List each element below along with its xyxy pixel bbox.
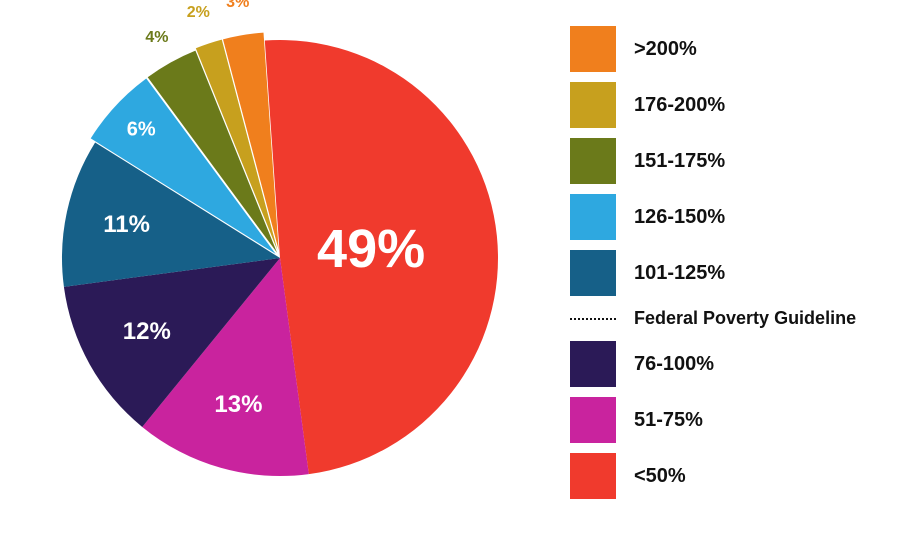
legend: >200% 176-200% 151-175% 126-150% 101-125% Fed… [570, 26, 856, 509]
pie-chart: 49%13%12%11%6%4%2%3% [22, 0, 538, 516]
legend-label: 101-125% [634, 262, 725, 285]
legend-swatch [570, 194, 616, 240]
legend-item: 151-175% [570, 138, 856, 184]
legend-swatch [570, 250, 616, 296]
legend-item: <50% [570, 453, 856, 499]
legend-swatch [570, 138, 616, 184]
legend-divider-line [570, 318, 616, 320]
legend-item: 76-100% [570, 341, 856, 387]
legend-label: 151-175% [634, 150, 725, 173]
legend-swatch [570, 341, 616, 387]
legend-label: >200% [634, 38, 697, 61]
legend-swatch [570, 453, 616, 499]
legend-label: <50% [634, 465, 686, 488]
legend-item: >200% [570, 26, 856, 72]
legend-item: 176-200% [570, 82, 856, 128]
legend-label: 51-75% [634, 409, 703, 432]
legend-item: 101-125% [570, 250, 856, 296]
legend-item: 51-75% [570, 397, 856, 443]
legend-label: 76-100% [634, 353, 714, 376]
legend-swatch [570, 26, 616, 72]
legend-divider-label: Federal Poverty Guideline [634, 308, 856, 329]
legend-label: 126-150% [634, 206, 725, 229]
legend-swatch [570, 82, 616, 128]
legend-label: 176-200% [634, 94, 725, 117]
legend-item: 126-150% [570, 194, 856, 240]
legend-swatch [570, 397, 616, 443]
legend-divider: Federal Poverty Guideline [570, 308, 856, 329]
